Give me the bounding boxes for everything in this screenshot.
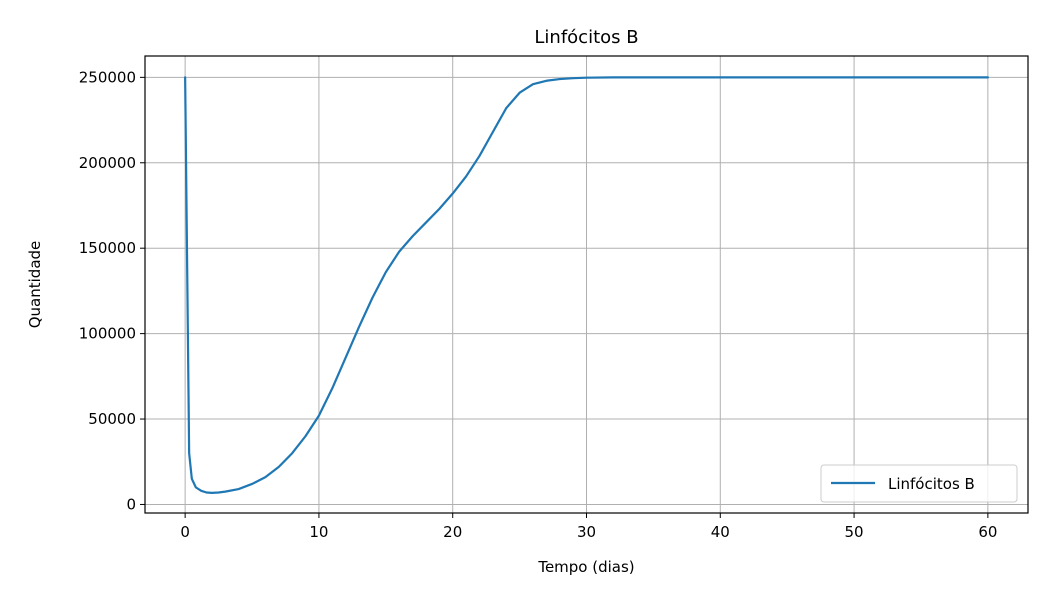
x-tick-label: 0: [180, 523, 190, 541]
x-tick-label: 10: [309, 523, 328, 541]
y-axis-label: Quantidade: [26, 241, 44, 329]
x-tick-label: 30: [577, 523, 596, 541]
legend-box: [820, 464, 1018, 503]
x-tick-label: 20: [443, 523, 462, 541]
y-tick-label: 50000: [88, 410, 136, 428]
x-axis-label: Tempo (dias): [537, 558, 634, 576]
x-tick-label: 40: [711, 523, 730, 541]
grid: [145, 56, 1028, 513]
y-tick-label: 100000: [79, 325, 136, 343]
y-tick-label: 200000: [79, 154, 136, 172]
legend-entry-label: Linfócitos B: [888, 475, 975, 493]
series-layer: [184, 76, 989, 494]
x-tick-label: 50: [845, 523, 864, 541]
y-tick-label: 150000: [79, 239, 136, 257]
chart-title: Linfócitos B: [534, 27, 638, 48]
series-line: [184, 76, 989, 494]
legend: Linfócitos B: [820, 464, 1018, 503]
y-tick-label: 250000: [79, 68, 136, 86]
x-tick-label: 60: [978, 523, 997, 541]
y-tick-label: 0: [126, 495, 136, 513]
ticks: 0 10 20 30 40 50 60 0 50000 100000 150000 200000 250…: [79, 68, 998, 541]
